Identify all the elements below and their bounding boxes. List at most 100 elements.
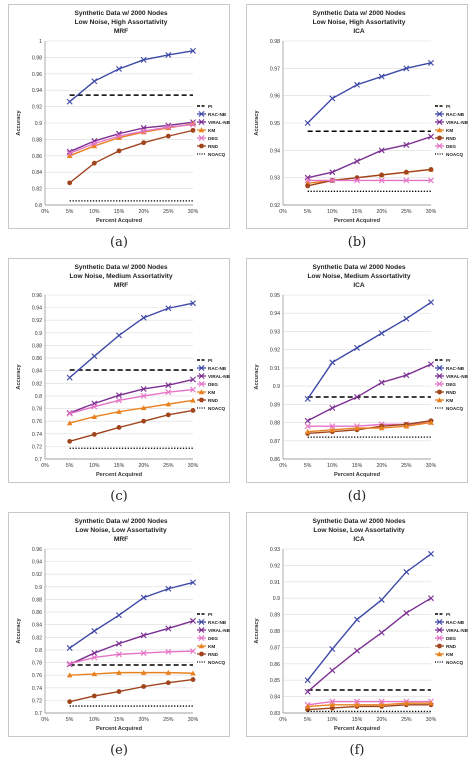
legend-label: PI [208,612,212,617]
marker-s2-plegend [436,627,443,633]
marker-s5-plegend [436,143,443,149]
marker-s3-p3 [140,392,147,399]
marker-s4-plegend [198,643,205,649]
marker-s3-p1 [91,654,98,661]
x-tick-label: 10% [327,209,338,215]
marker-s2-p2 [354,158,360,165]
x-tick-label: 30% [188,717,199,723]
y-tick-label: 0.7 [35,457,42,463]
marker-s5-p5 [190,127,196,133]
y-tick-label: 0.89 [270,613,280,619]
marker-s5-p1 [91,160,97,166]
marker-s1-p3 [140,594,147,601]
x-tick-label: 10% [89,463,100,469]
y-tick-label: 0.97 [270,66,280,72]
y-tick-label: 0.98 [270,39,280,45]
y-tick-label: 0.86 [32,610,42,616]
legend-label: DEG [446,382,456,387]
figure-caption: (d) [347,489,367,504]
marker-s4-p3 [140,128,147,135]
chart-panel-6: Synthetic Data w/ 2000 Nodes Low Noise, L… [246,512,469,737]
marker-s3-p0 [304,423,311,430]
y-tick-label: 0.94 [32,306,42,312]
y-tick-label: 0.8 [35,394,42,400]
x-tick-label: 25% [401,463,412,469]
series-line-viral-nb [69,121,194,153]
legend-label: NOACQ [208,406,226,411]
y-axis-label: Accuracy [254,618,260,644]
x-tick-label: 20% [376,463,387,469]
series-line-rac-nb [69,581,194,649]
y-tick-label: 1 [39,39,42,45]
marker-s5-p4 [403,177,410,184]
legend-label: KM [446,652,453,657]
marker-s5-p2 [354,702,360,708]
x-tick-label: 20% [376,209,387,215]
y-tick-label: 0.72 [32,698,42,704]
marker-s1-plegend [436,365,443,371]
y-tick-label: 0.86 [32,356,42,362]
chart-title-line: MRF [114,282,128,289]
x-tick-label: 15% [352,209,363,215]
y-tick-label: 0.93 [270,547,280,553]
marker-s1-p4 [403,65,410,72]
x-tick-label: 15% [114,209,125,215]
figure-caption: (c) [110,489,128,504]
marker-s2-p3 [140,632,147,639]
marker-s4-p3 [140,405,147,411]
y-tick-label: 0.9 [35,121,42,127]
legend-label: VIRAL-NB [208,374,231,379]
marker-s1-p0 [304,677,311,684]
chart-title-line: Synthetic Data w/ 2000 Nodes [312,10,405,17]
y-tick-label: 0.86 [270,457,280,463]
marker-s2-p3 [140,385,147,392]
marker-s5-p1 [91,693,97,699]
x-tick-label: 15% [352,463,363,469]
marker-s1-p0 [66,645,73,652]
y-tick-label: 0.92 [270,203,280,209]
legend-label: PI [208,358,212,363]
x-axis-label: Percent Acquired [96,472,143,478]
y-axis-label: Accuracy [16,618,22,644]
chart-title-line: Synthetic Data w/ 2000 Nodes [312,518,405,525]
marker-s5-p1 [329,427,336,433]
y-axis-label: Accuracy [254,110,260,136]
legend-label: PI [446,612,450,617]
y-tick-label: 0.86 [32,154,42,160]
marker-s3-p0 [66,410,73,417]
y-tick-label: 0.92 [32,318,42,324]
series-line-rac-nb [307,301,432,400]
series-line-deg [69,388,194,415]
legend-label: RAC-NB [208,366,227,371]
y-tick-label: 0.85 [270,678,280,684]
series-line-viral-nb [69,620,194,666]
y-tick-label: 0.87 [270,439,280,445]
marker-s5-p4 [165,680,171,686]
chart-panel-1: Synthetic Data w/ 2000 Nodes Low Noise, H… [8,4,231,229]
marker-s1-plegend [198,619,205,625]
x-tick-label: 20% [138,717,149,723]
marker-s3-p0 [66,660,73,667]
chart-title-line: Low Noise, Low Assortativity [75,527,167,534]
x-axis-label: Percent Acquired [334,472,381,478]
marker-s2-p1 [91,650,98,657]
y-tick-label: 0.84 [32,170,42,176]
y-tick-label: 0.95 [270,293,280,299]
series-line-rac-nb [307,62,432,124]
legend-label: KM [446,398,453,403]
marker-s4-p5 [190,121,196,128]
marker-s5-p3 [378,702,385,708]
marker-s1-p2 [116,612,122,619]
x-tick-label: 30% [426,463,437,469]
marker-s3-p1 [329,698,336,705]
marker-s5-plegend [436,397,443,403]
marker-s1-p2 [354,81,360,88]
x-tick-label: 25% [163,717,174,723]
legend-label: DEG [208,636,218,641]
marker-s1-p5 [428,59,434,66]
y-tick-label: 0.92 [32,572,42,578]
series-line-viral-nb [307,597,432,693]
x-tick-label: 15% [114,463,125,469]
x-tick-label: 0% [41,717,49,723]
